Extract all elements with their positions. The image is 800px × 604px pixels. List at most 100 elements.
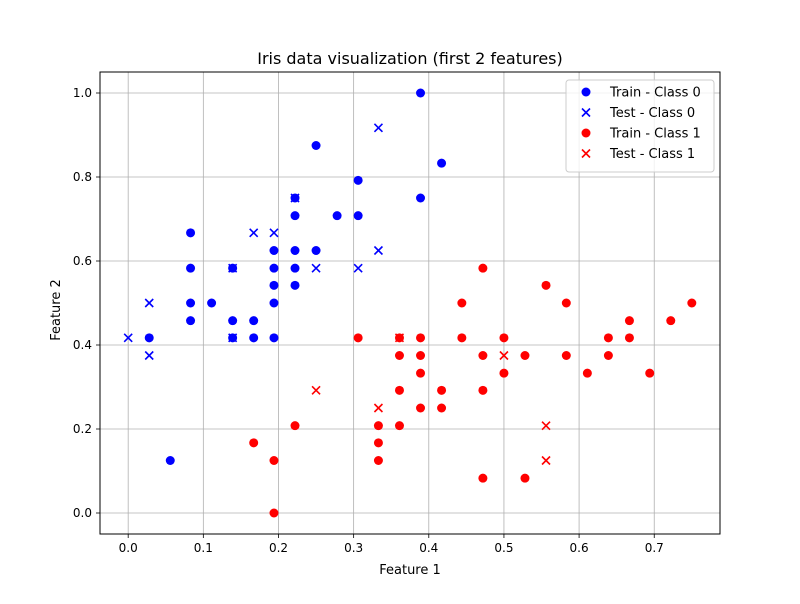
legend-label: Train - Class 0: [609, 86, 701, 101]
data-point: [144, 333, 154, 343]
x-tick-label: 0.7: [645, 541, 664, 555]
data-point: [394, 385, 404, 395]
data-point: [290, 193, 300, 203]
data-point: [603, 351, 613, 360]
data-point: [290, 280, 300, 290]
data-point: [290, 246, 300, 255]
data-point: [499, 333, 509, 343]
x-tick-label: 0.1: [194, 541, 213, 555]
x-stroke: [123, 333, 133, 343]
data-point: [144, 298, 154, 308]
data-point: [603, 333, 613, 343]
legend: Train - Class 0 Test - Class 0 Train - Cla…: [565, 79, 715, 173]
data-point: [416, 403, 426, 413]
legend-box: [565, 79, 715, 173]
data-point: [541, 421, 551, 431]
x-stroke: [373, 123, 384, 133]
data-point: [457, 298, 467, 308]
x-stroke: [311, 263, 321, 273]
data-point: [332, 211, 342, 221]
x-stroke: [373, 403, 384, 413]
data-point: [228, 333, 238, 343]
data-point: [373, 438, 383, 448]
x-axis-label: Feature 1: [379, 563, 441, 578]
data-point: [311, 385, 321, 395]
x-stroke: [144, 298, 154, 308]
y-tick-label: 0.4: [73, 338, 92, 352]
data-point: [269, 280, 279, 290]
data-point: [520, 351, 530, 360]
x-stroke: [144, 350, 154, 361]
y-tick-label: 0.0: [73, 506, 92, 520]
data-point: [144, 350, 154, 361]
data-point: [249, 438, 259, 448]
data-point: [165, 456, 175, 465]
data-point: [207, 298, 217, 308]
data-point: [353, 211, 363, 221]
data-point: [269, 298, 279, 308]
data-point: [416, 88, 426, 98]
data-point: [520, 473, 530, 483]
data-point: [499, 350, 509, 361]
data-point: [582, 368, 592, 378]
data-point: [394, 421, 404, 431]
data-point: [373, 456, 383, 465]
x-stroke: [269, 228, 279, 238]
data-point: [561, 351, 571, 360]
series-train-class-0: [144, 88, 447, 465]
axis-ticks: 0.0 0.1 0.2 0.3 0.4 0.5 0.6 0.7 0.0 0.2 0.4 0.6 0.8 1…: [73, 86, 664, 555]
legend-marker: [581, 148, 591, 159]
y-tick-label: 0.6: [73, 254, 92, 268]
data-point: [228, 263, 238, 273]
data-point: [394, 351, 404, 360]
y-tick-label: 0.2: [73, 422, 92, 436]
data-point: [541, 280, 551, 290]
data-point: [373, 123, 384, 133]
data-point: [416, 193, 426, 203]
x-stroke: [373, 245, 384, 256]
x-tick-label: 0.6: [570, 541, 589, 555]
data-point: [290, 263, 300, 273]
x-tick-label: 0.2: [269, 541, 288, 555]
y-tick-label: 1.0: [73, 86, 92, 100]
data-point: [373, 403, 384, 413]
legend-label: Test - Class 1: [609, 147, 695, 162]
x-tick-label: 0.0: [119, 541, 138, 555]
data-points: [123, 88, 697, 518]
data-point: [269, 228, 279, 238]
data-point: [416, 368, 426, 378]
data-point: [416, 351, 426, 360]
data-point: [269, 333, 279, 343]
data-point: [311, 246, 321, 255]
x-stroke: [394, 333, 405, 343]
data-point: [437, 403, 447, 413]
series-train-class-1: [249, 263, 697, 518]
x-stroke: [581, 107, 591, 118]
x-stroke: [541, 455, 551, 466]
data-point: [499, 368, 509, 378]
x-tick-label: 0.3: [344, 541, 363, 555]
y-tick-label: 0.8: [73, 170, 92, 184]
data-point: [249, 316, 259, 326]
legend-marker: [581, 107, 591, 118]
series-test-class-1: [311, 333, 551, 466]
chart-title: Iris data visualization (first 2 feature…: [257, 49, 563, 68]
series-test-class-0: [123, 123, 384, 361]
data-point: [353, 175, 363, 185]
data-point: [186, 298, 196, 308]
legend-label: Test - Class 0: [609, 106, 695, 121]
legend-label: Train - Class 1: [609, 127, 701, 142]
data-point: [541, 455, 551, 466]
plot-frame: [99, 71, 721, 535]
data-point: [394, 333, 405, 343]
data-point: [373, 245, 384, 256]
data-point: [457, 333, 467, 343]
data-point: [687, 298, 697, 308]
x-stroke: [353, 263, 363, 273]
x-tick-label: 0.5: [494, 541, 513, 555]
data-point: [561, 298, 571, 308]
data-point: [249, 333, 259, 343]
data-point: [269, 456, 279, 465]
data-point: [478, 351, 488, 360]
